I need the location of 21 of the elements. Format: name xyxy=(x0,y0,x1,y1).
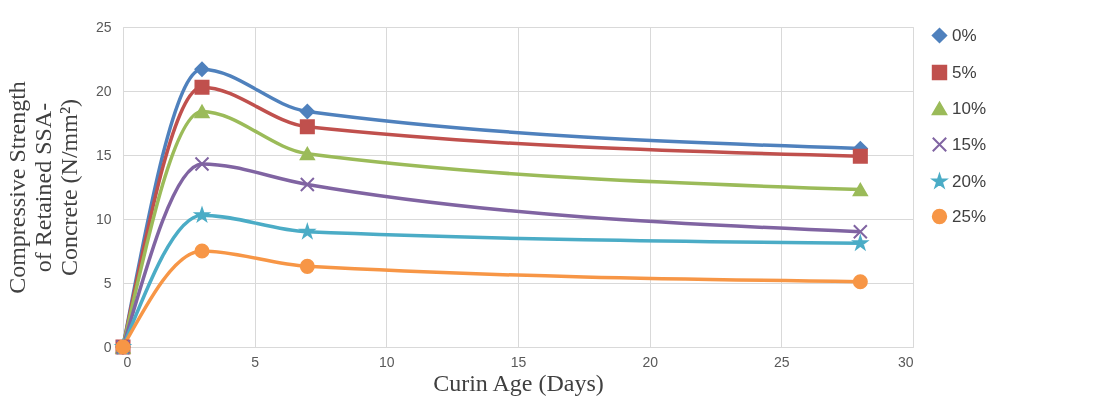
y-axis-title: Compressive Strength of Retained SSA- Concrete (N/mm²) xyxy=(3,81,82,294)
x-tick-label: 20 xyxy=(642,353,659,370)
y-tick-label: 5 xyxy=(103,274,112,291)
x-tick-label: 0 xyxy=(123,353,132,370)
x-axis-title: Curin Age (Days) xyxy=(433,369,604,396)
y-tick-label: 0 xyxy=(103,338,112,355)
y-tick-label: 20 xyxy=(95,82,112,99)
legend-label: 15% xyxy=(952,134,987,154)
y-tick-label: 25 xyxy=(95,18,112,35)
legend-label: 10% xyxy=(952,98,987,118)
legend-label: 0% xyxy=(952,25,977,45)
x-tick-label: 15 xyxy=(510,353,527,370)
legend-label: 5% xyxy=(952,62,977,82)
y-tick-label: 10 xyxy=(95,210,112,227)
x-tick-label: 25 xyxy=(774,353,790,370)
y-tick-label: 15 xyxy=(95,146,112,163)
legend-label: 25% xyxy=(952,206,987,226)
legend-label: 20% xyxy=(952,171,987,191)
x-tick-label: 30 xyxy=(897,353,914,370)
x-tick-label: 5 xyxy=(251,353,260,370)
x-tick-label: 10 xyxy=(379,353,395,370)
